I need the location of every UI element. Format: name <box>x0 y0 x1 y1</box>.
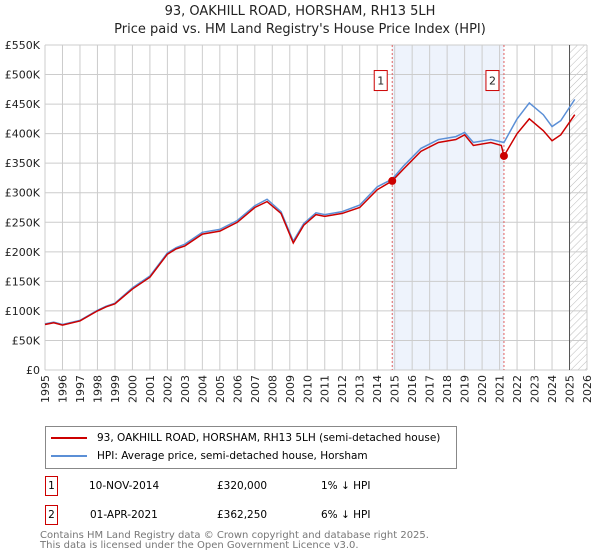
x-tick-label: 2011 <box>319 375 332 403</box>
sale-date: 10-NOV-2014 <box>89 480 160 492</box>
x-tick-label: 2001 <box>144 375 157 403</box>
sale-label-2: 2 <box>489 75 496 88</box>
x-tick-label: 1999 <box>109 375 122 403</box>
legend-label-property: 93, OAKHILL ROAD, HORSHAM, RH13 5LH (sem… <box>97 432 441 444</box>
x-tick-label: 2015 <box>389 375 402 403</box>
y-tick-label: £400K <box>5 128 41 141</box>
x-tick-label: 2026 <box>581 375 594 403</box>
x-tick-label: 2024 <box>546 375 559 403</box>
y-tick-label: £300K <box>5 187 41 200</box>
x-tick-label: 1995 <box>39 375 52 403</box>
y-tick-label: £350K <box>5 157 41 170</box>
sale-label-box-2 <box>485 70 500 92</box>
y-tick-label: £50K <box>12 334 41 347</box>
y-tick-label: £450K <box>5 98 41 111</box>
sale-label-1: 1 <box>377 75 384 88</box>
sale-marker-1: 1 <box>45 476 58 496</box>
x-tick-label: 2002 <box>161 375 174 403</box>
x-tick-label: 1997 <box>74 375 87 403</box>
sale-label-box-1 <box>373 70 388 92</box>
y-tick-label: £250K <box>5 216 41 229</box>
sale-price: £320,000 <box>217 480 268 492</box>
x-tick-label: 2012 <box>336 375 349 403</box>
y-tick-label: £550K <box>5 39 41 52</box>
y-tick-label: £200K <box>5 246 41 259</box>
x-tick-label: 2022 <box>511 375 524 403</box>
x-tick-label: 2005 <box>214 375 227 403</box>
y-tick-label: £150K <box>5 275 41 288</box>
footer-line-1: Contains HM Land Registry data © Crown c… <box>40 530 429 541</box>
legend: 93, OAKHILL ROAD, HORSHAM, RH13 5LH (sem… <box>45 426 457 469</box>
x-tick-label: 2003 <box>179 375 192 403</box>
x-tick-label: 2018 <box>441 375 454 403</box>
x-tick-label: 2017 <box>424 375 437 403</box>
x-tick-label: 2021 <box>494 375 507 403</box>
x-tick-label: 1996 <box>56 375 69 403</box>
sale-hpi-diff: 6% ↓ HPI <box>321 509 371 521</box>
x-tick-label: 2010 <box>301 375 314 403</box>
y-tick-label: £0 <box>26 364 40 377</box>
x-tick-label: 2008 <box>266 375 279 403</box>
x-tick-label: 2019 <box>459 375 472 403</box>
x-tick-label: 2013 <box>354 375 367 403</box>
chart-subtitle: Price paid vs. HM Land Registry's House … <box>114 22 486 37</box>
y-tick-label: £100K <box>5 305 41 318</box>
sale-date: 01-APR-2021 <box>90 509 158 521</box>
sale-row-1: 1 10-NOV-2014 £320,000 1% ↓ HPI <box>45 476 370 496</box>
plot-area: 1995 1996 1997 1998 1999 2000 2001 2002 2003 2004… <box>5 39 594 403</box>
x-tick-label: 1998 <box>91 375 104 403</box>
x-tick-label: 2004 <box>196 375 209 403</box>
sale-period-shade <box>392 45 504 370</box>
chart-title: 93, OAKHILL ROAD, HORSHAM, RH13 5LH <box>164 4 436 19</box>
x-tick-label: 2020 <box>476 375 489 403</box>
x-tick-label: 2000 <box>126 375 139 403</box>
footer: Contains HM Land Registry data © Crown c… <box>40 531 429 551</box>
x-tick-label: 2007 <box>249 375 262 403</box>
sale-marker-2: 2 <box>45 505 58 525</box>
x-tick-label: 2016 <box>406 375 419 403</box>
x-tick-label: 2009 <box>284 375 297 403</box>
sale-point-2 <box>499 151 508 160</box>
sale-hpi-diff: 1% ↓ HPI <box>321 480 371 492</box>
property-line <box>44 114 576 326</box>
legend-swatch-red <box>51 437 87 439</box>
sale-price: £362,250 <box>217 509 268 521</box>
y-tick-label: £500K <box>5 69 41 82</box>
legend-swatch-blue <box>51 455 87 457</box>
legend-label-hpi: HPI: Average price, semi-detached house,… <box>97 450 368 462</box>
x-tick-label: 2014 <box>371 375 384 403</box>
sale-row-2: 2 01-APR-2021 £362,250 6% ↓ HPI <box>45 505 370 525</box>
footer-line-2: This data is licensed under the Open Gov… <box>40 540 359 551</box>
x-tick-label: 2023 <box>529 375 542 403</box>
x-tick-label: 2025 <box>564 375 577 403</box>
sale-point-1 <box>388 176 397 185</box>
forecast-hatch <box>569 45 587 370</box>
x-tick-label: 2006 <box>231 375 244 403</box>
